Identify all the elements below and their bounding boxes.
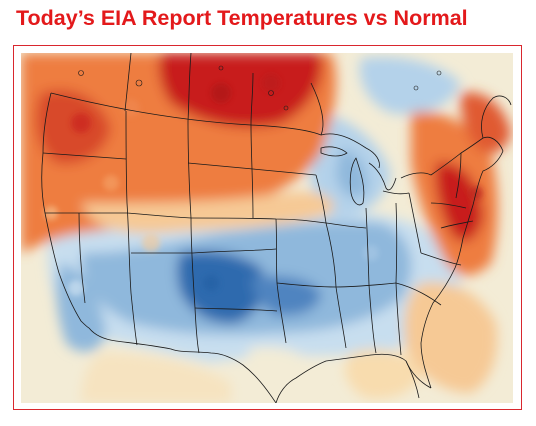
anomaly-shading	[21, 53, 511, 403]
lake-specks	[78, 65, 442, 111]
page-title: Today’s EIA Report Temperatures vs Norma…	[16, 6, 468, 30]
map-frame	[13, 45, 522, 410]
temperature-anomaly-map	[21, 53, 513, 403]
anomaly-texture	[44, 74, 483, 296]
political-boundaries	[41, 53, 512, 403]
